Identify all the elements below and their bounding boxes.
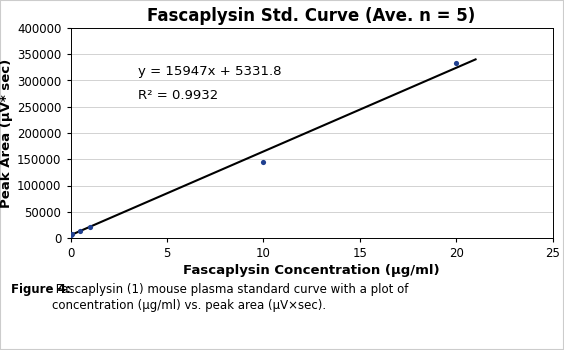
Text: Figure 4:: Figure 4:: [11, 284, 71, 296]
Point: [66, 232, 75, 238]
Point: [85, 224, 94, 230]
Point: [452, 60, 461, 65]
Y-axis label: Peak Area (μV* sec): Peak Area (μV* sec): [0, 58, 13, 208]
Text: R² = 0.9932: R² = 0.9932: [138, 89, 218, 102]
Title: Fascaplysin Std. Curve (Ave. n = 5): Fascaplysin Std. Curve (Ave. n = 5): [147, 7, 476, 25]
Text: Fascaplysin (1) mouse plasma standard curve with a plot of
concentration (μg/ml): Fascaplysin (1) mouse plasma standard cu…: [52, 284, 409, 312]
Point: [76, 228, 85, 234]
Point: [68, 232, 77, 237]
Point: [259, 159, 268, 165]
Text: y = 15947x + 5331.8: y = 15947x + 5331.8: [138, 65, 281, 78]
X-axis label: Fascaplysin Concentration (μg/ml): Fascaplysin Concentration (μg/ml): [183, 264, 440, 277]
